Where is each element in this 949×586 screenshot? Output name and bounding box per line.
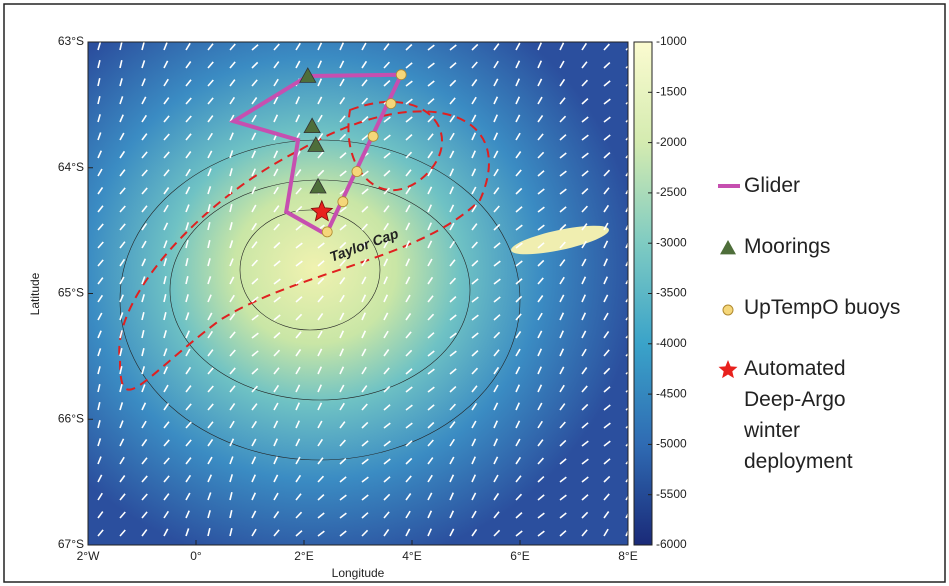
legend-label: Glider xyxy=(744,174,800,197)
plot-area xyxy=(88,42,632,545)
figure: Taylor Cap Longitude Latitude 2°W0°2°E4°… xyxy=(0,0,949,586)
bathymetry xyxy=(88,42,628,545)
legend-label: Moorings xyxy=(744,235,830,258)
x-axis-label: Longitude xyxy=(332,566,385,580)
y-axis-label: Latitude xyxy=(28,272,42,315)
colorbar-tick-label: -2500 xyxy=(656,185,687,199)
buoy xyxy=(322,227,332,237)
x-tick-label: 2°E xyxy=(294,549,313,563)
legend-item: Moorings xyxy=(718,231,938,262)
legend-label: Automated Deep-Argo winter deployment xyxy=(744,357,853,473)
colorbar-tick-label: -5000 xyxy=(656,437,687,451)
legend-symbol xyxy=(718,176,742,200)
colorbar-tick-label: -1000 xyxy=(656,34,687,48)
legend-item: UpTempO buoys xyxy=(718,292,938,323)
x-tick-label: 4°E xyxy=(402,549,421,563)
y-tick-label: 65°S xyxy=(58,286,84,300)
x-tick-label: 2°W xyxy=(77,549,100,563)
colorbar-tick-label: -4500 xyxy=(656,386,687,400)
buoy xyxy=(396,70,406,80)
colorbar-tick-label: -5500 xyxy=(656,487,687,501)
y-tick-label: 63°S xyxy=(58,34,84,48)
buoy xyxy=(338,197,348,207)
buoy xyxy=(352,167,362,177)
y-tick-label: 64°S xyxy=(58,160,84,174)
colorbar-tick-label: -6000 xyxy=(656,537,687,551)
legend: Glider Moorings UpTempO buoys Automated Dee… xyxy=(718,170,938,507)
colorbar-tick-label: -3500 xyxy=(656,286,687,300)
y-tick-label: 66°S xyxy=(58,411,84,425)
buoy xyxy=(386,99,396,109)
legend-item: Glider xyxy=(718,170,938,201)
legend-symbol xyxy=(718,359,742,383)
y-tick-label: 67°S xyxy=(58,537,84,551)
legend-item: Automated Deep-Argo winter deployment xyxy=(718,353,894,477)
legend-label: UpTempO buoys xyxy=(744,296,900,319)
buoy xyxy=(368,131,378,141)
x-tick-label: 8°E xyxy=(618,549,637,563)
legend-symbol xyxy=(718,237,742,261)
colorbar-tick-label: -3000 xyxy=(656,235,687,249)
colorbar-tick-label: -1500 xyxy=(656,84,687,98)
x-tick-label: 6°E xyxy=(510,549,529,563)
x-tick-label: 0° xyxy=(190,549,202,563)
colorbar-tick-label: -2000 xyxy=(656,135,687,149)
legend-symbol xyxy=(718,298,742,322)
colorbar-tick-label: -4000 xyxy=(656,336,687,350)
